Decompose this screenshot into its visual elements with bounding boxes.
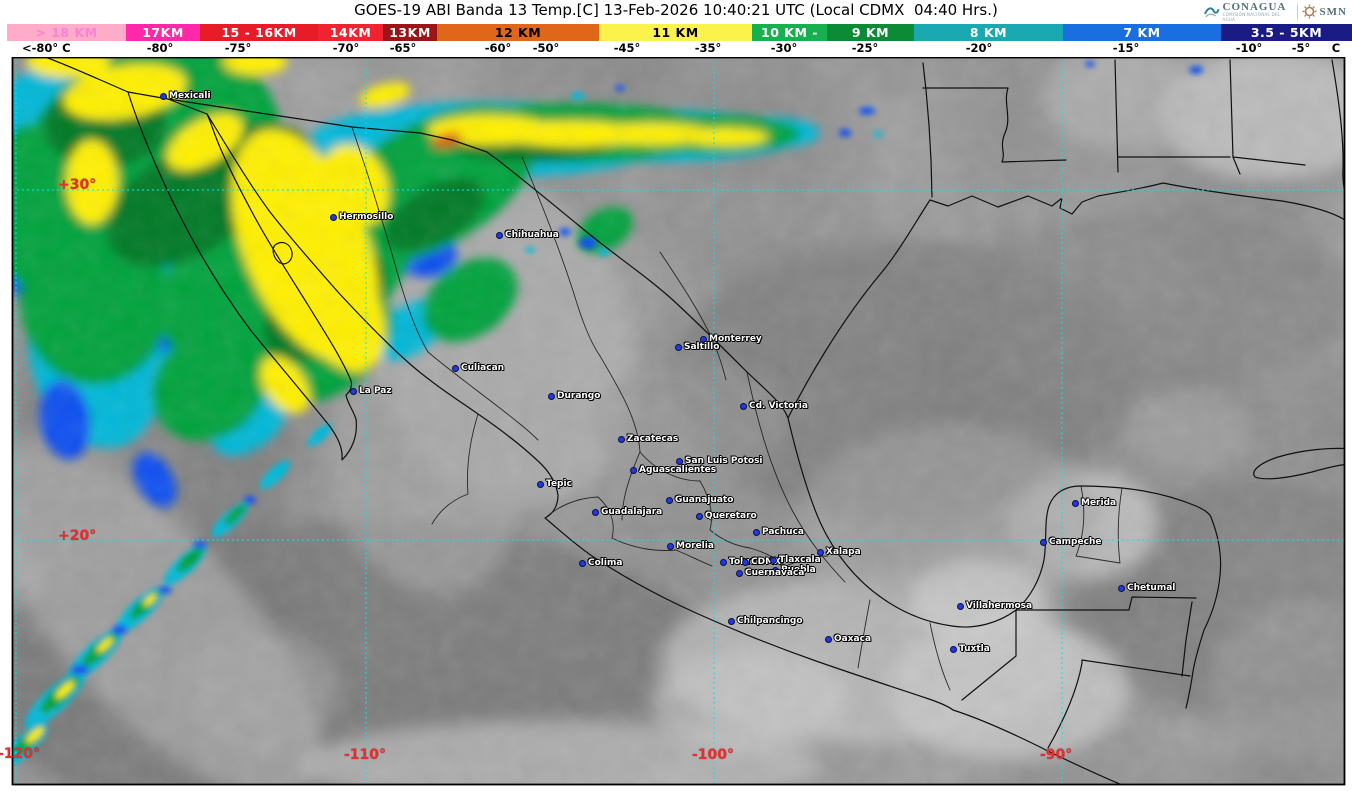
smn-wordmark: SMN [1319, 5, 1347, 18]
map-frame [11, 56, 1346, 786]
smn-gear-icon [1302, 4, 1317, 19]
temp-tick: -65° [389, 41, 417, 55]
temp-tick: -60° [484, 41, 512, 55]
temp-tick: -25° [851, 41, 879, 55]
legend-band-13km: 13KM [383, 24, 437, 41]
temp-tick: -80° [146, 41, 174, 55]
legend-band-11km: 11 KM [599, 24, 752, 41]
lon-label-100: -100° [692, 747, 735, 763]
legend-band-17km: 17KM [126, 24, 200, 41]
temp-tick: -70° [332, 41, 360, 55]
page-title: GOES-19 ABI Banda 13 Temp.[C] 13-Feb-202… [354, 1, 998, 19]
temp-tick: -75° [224, 41, 252, 55]
legend-band-8km: 8 KM [914, 24, 1063, 41]
temp-tick: -20° [965, 41, 993, 55]
temp-tick: -50° [532, 41, 560, 55]
lon-label-90: -90° [1040, 747, 1073, 763]
temp-tick: <-80° C [22, 41, 71, 55]
smn-logo: SMN [1302, 4, 1350, 19]
temp-tick: -45° [613, 41, 641, 55]
agency-logos: CONAGUA COMISIÓN NACIONAL DEL AGUA SMN [1204, 0, 1350, 23]
legend-band-7km: 7 KM [1063, 24, 1221, 41]
temp-tick: -30° [770, 41, 798, 55]
legend-band-15-16km: 15 - 16KM [200, 24, 318, 41]
legend-band-9km: 9 KM [827, 24, 914, 41]
legend-band-10km: 10 KM - [752, 24, 827, 41]
temp-tick: -5° [1291, 41, 1311, 55]
temp-tick: C [1331, 41, 1341, 55]
logo-divider [1296, 3, 1298, 20]
cloud-height-legend: > 18 KM 17KM 15 - 16KM 14KM 13KM 12 KM 1… [0, 24, 1352, 41]
temp-tick: -10° [1235, 41, 1263, 55]
coastline-borders [44, 57, 1345, 785]
conagua-tagline: COMISIÓN NACIONAL DEL AGUA [1222, 12, 1281, 22]
conagua-wave-icon [1204, 6, 1220, 17]
legend-band-12km: 12 KM [437, 24, 599, 41]
title-bar: GOES-19 ABI Banda 13 Temp.[C] 13-Feb-202… [0, 0, 1352, 24]
lon-label-120: -120° [0, 746, 41, 762]
temp-tick: -15° [1112, 41, 1140, 55]
legend-band-3-5km: 3.5 - 5KM [1221, 24, 1352, 41]
conagua-logo: CONAGUA COMISIÓN NACIONAL DEL AGUA [1204, 1, 1293, 22]
legend-band-gt18km: > 18 KM [7, 24, 126, 41]
lat-label-30: +30° [58, 177, 97, 193]
lon-label-110: -110° [344, 747, 387, 763]
lat-label-20: +20° [58, 528, 97, 544]
conagua-wordmark: CONAGUA [1222, 1, 1287, 13]
temperature-scale: <-80° C -80° -75° -70° -65° -60° -50° -4… [0, 41, 1352, 57]
state-borders [351, 126, 1123, 691]
latlon-gridlines [12, 57, 1345, 785]
legend-band-14km: 14KM [318, 24, 383, 41]
temp-tick: -35° [694, 41, 722, 55]
